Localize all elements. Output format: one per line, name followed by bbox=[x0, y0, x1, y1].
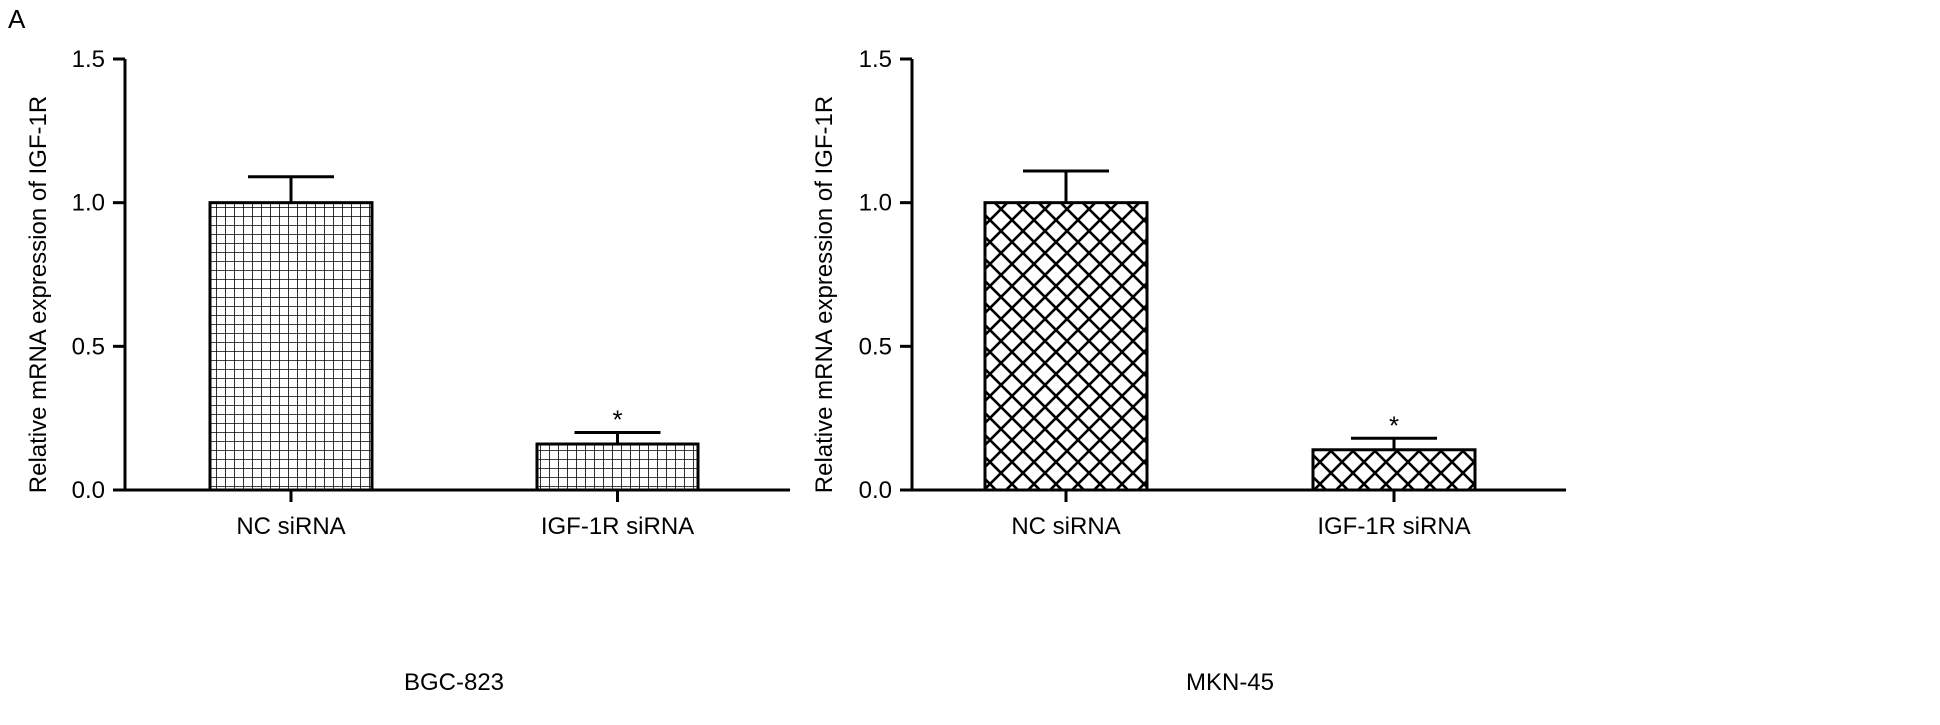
y-tick-label: 0.5 bbox=[72, 333, 105, 360]
y-tick-label: 0.0 bbox=[72, 477, 105, 504]
significance-asterisk: * bbox=[612, 405, 622, 435]
y-axis-title: Relative mRNA expression of IGF-1R bbox=[811, 96, 838, 493]
x-tick-label: NC siRNA bbox=[1011, 513, 1120, 540]
bar bbox=[535, 442, 700, 492]
bar bbox=[1311, 448, 1477, 492]
x-tick-label: IGF-1R siRNA bbox=[541, 513, 694, 540]
y-tick-label: 0.0 bbox=[859, 477, 892, 504]
significance-asterisk: * bbox=[1389, 410, 1399, 440]
y-tick-label: 0.5 bbox=[859, 333, 892, 360]
chart-bgc-823: * 0.0 0.5 1.0 1.5 NC siRNA IGF-1R siRNA BGC-823… bbox=[25, 46, 790, 696]
y-tick-label: 1.0 bbox=[72, 190, 105, 217]
y-axis-title: Relative mRNA expression of IGF-1R bbox=[25, 96, 52, 493]
y-tick-label: 1.5 bbox=[859, 46, 892, 73]
bar bbox=[208, 201, 374, 492]
x-tick-label: IGF-1R siRNA bbox=[1317, 513, 1470, 540]
chart-mkn-45: * 0.0 0.5 1.0 1.5 NC siRNA IGF-1R siRNA MKN-45 R… bbox=[811, 46, 1566, 696]
y-tick-label: 1.5 bbox=[72, 46, 105, 73]
x-tick-label: NC siRNA bbox=[236, 513, 345, 540]
panel-label: A bbox=[8, 4, 26, 34]
x-axis-title: BGC-823 bbox=[404, 669, 504, 696]
y-tick-label: 1.0 bbox=[859, 190, 892, 217]
bar bbox=[983, 201, 1149, 492]
x-axis-title: MKN-45 bbox=[1186, 669, 1274, 696]
